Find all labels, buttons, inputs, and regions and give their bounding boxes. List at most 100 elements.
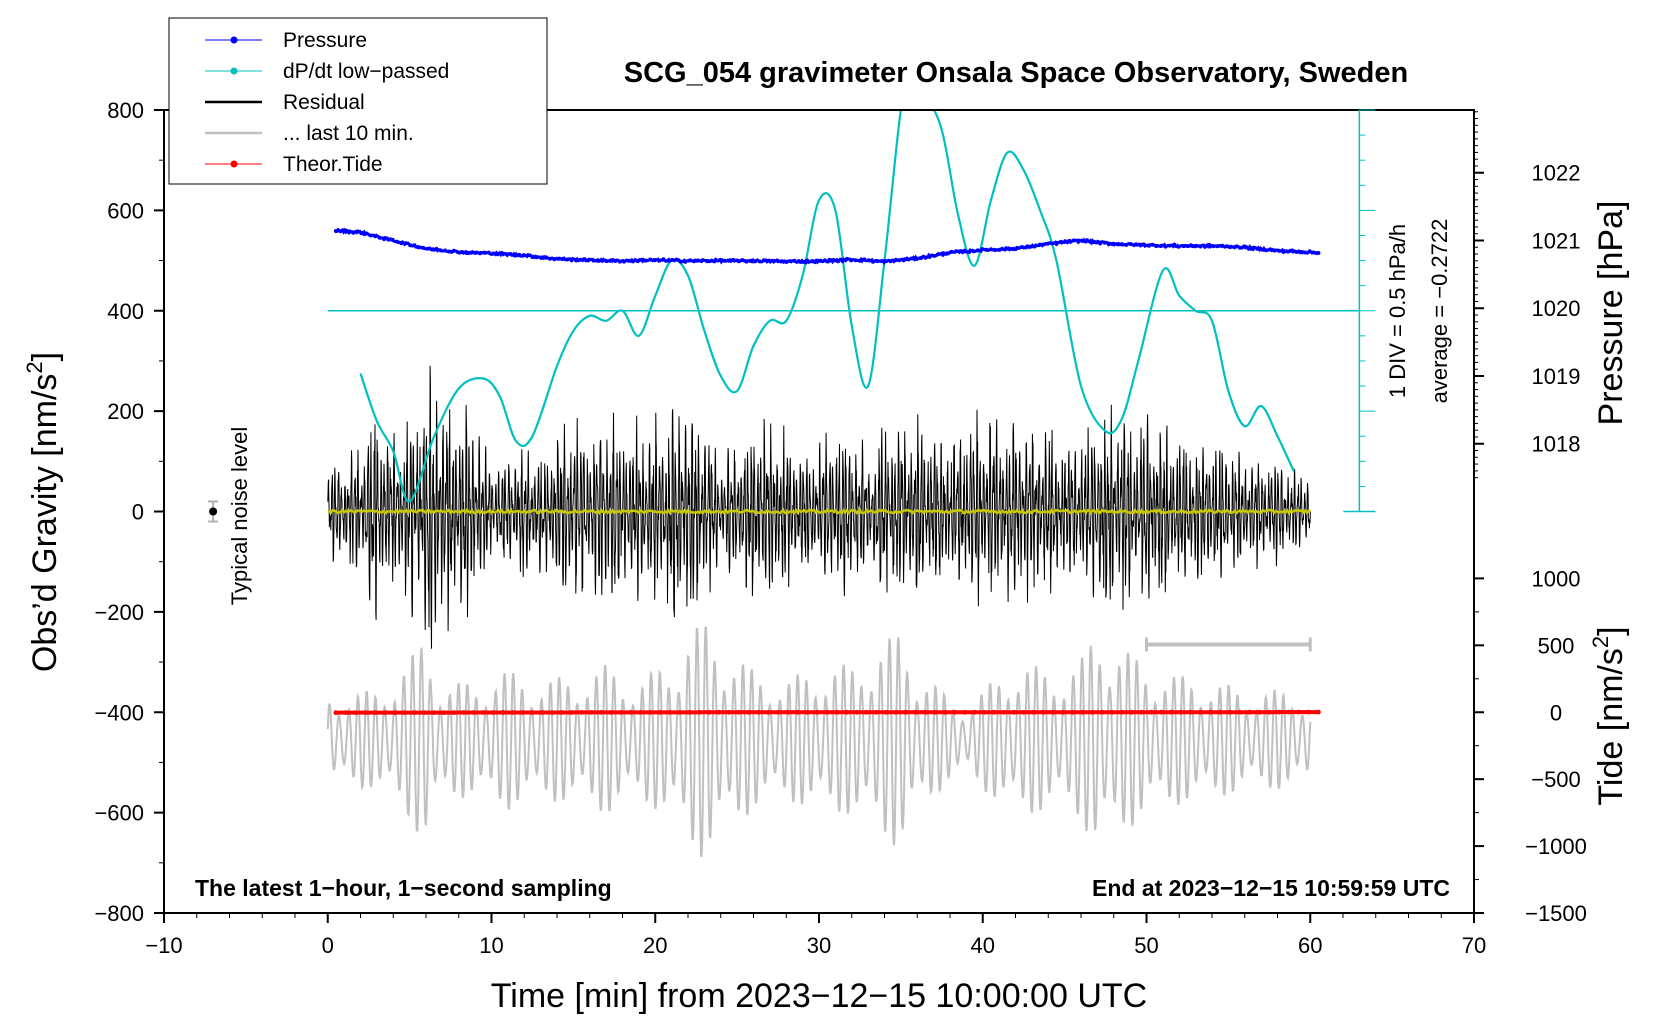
plot-marks [326, 110, 1360, 858]
pressure-point [871, 259, 875, 264]
legend-label: Theor.Tide [283, 153, 383, 176]
pressure-point [1198, 244, 1203, 249]
theor-tide-point [549, 710, 555, 715]
x-tick-label: 60 [1298, 933, 1322, 958]
theor-tide-point [1227, 709, 1233, 715]
pressure-point [853, 258, 858, 263]
gravity-tick-label: 800 [107, 98, 144, 123]
pressure-point [1010, 247, 1015, 252]
pressure-point [1294, 250, 1299, 254]
pressure-point [967, 250, 972, 254]
theor-tide-point [412, 710, 417, 715]
pressure-point [1111, 241, 1116, 246]
pressure-point [1146, 243, 1151, 248]
pressure-point [936, 252, 941, 257]
pressure-point [517, 252, 522, 257]
theor-tide-point [991, 709, 997, 715]
theor-tide-point [333, 710, 339, 716]
pressure-point [425, 246, 430, 251]
theor-tide-point [677, 710, 683, 715]
theor-tide-point [1208, 709, 1213, 715]
theor-tide-point [913, 709, 918, 715]
pressure-point [1237, 245, 1242, 250]
legend-label: dP/dt low−passed [283, 60, 449, 83]
x-axis-title: Time [min] from 2023−12−15 10:00:00 UTC [491, 977, 1147, 1015]
pressure-point [792, 258, 797, 263]
theor-tide-point [785, 709, 791, 715]
theor-tide-point [1099, 709, 1105, 715]
pressure-point [508, 252, 513, 256]
theor-tide-point [1178, 709, 1184, 715]
pressure-point [644, 258, 648, 263]
pressure-point [355, 229, 360, 234]
pressure-point [578, 257, 583, 262]
theor-tide-point [1217, 709, 1223, 715]
pressure-axis-ticks: 1022 1021 1020 1019 1018 [1474, 111, 1581, 479]
pressure-point [670, 257, 675, 262]
legend-label: ... last 10 min. [283, 122, 414, 145]
pressure-point [1268, 247, 1273, 252]
pressure-point [692, 259, 696, 264]
pressure-point [390, 237, 395, 242]
residual-line [327, 365, 1311, 649]
pressure-point [919, 256, 924, 260]
gravity-axis-title-close: ] [26, 352, 64, 361]
theor-tide-point [392, 710, 398, 715]
pressure-point [1023, 245, 1028, 250]
pressure-point [399, 241, 404, 246]
pressure-point [757, 259, 762, 264]
gravity-axis-title-main: Obs’d Gravity [nm/s [26, 374, 64, 673]
theor-tide-point [1021, 709, 1027, 715]
theor-tide-point [697, 709, 702, 715]
theor-tide-point [746, 709, 751, 715]
pressure-point [1154, 243, 1159, 248]
theor-tide-point [598, 710, 604, 715]
pressure-point [971, 249, 976, 254]
pressure-point [1242, 244, 1247, 249]
noise-marker [208, 500, 219, 523]
gravity-axis-title: Obs’d Gravity [nm/s2] [22, 352, 64, 672]
theor-tide-point [883, 709, 889, 715]
pressure-point [731, 257, 736, 262]
theor-tide-point [1031, 709, 1036, 715]
theor-tide-point [510, 710, 516, 715]
pressure-point [521, 253, 526, 258]
pressure-point [783, 259, 788, 264]
legend-swatch-dot [230, 160, 238, 168]
tide-tick-label: −1000 [1525, 834, 1587, 859]
pressure-point [1272, 248, 1277, 253]
pressure-point [617, 259, 622, 264]
pressure-tick-label: 1022 [1532, 161, 1581, 186]
theor-tide-point [854, 709, 860, 715]
dpdt-scale-bar [1145, 109, 1376, 652]
pressure-point [709, 258, 714, 263]
gravity-axis-title-sup: 2 [22, 361, 47, 373]
pressure-point [683, 259, 688, 264]
pressure-point [613, 259, 618, 263]
pressure-point [722, 258, 727, 263]
pressure-point [862, 257, 867, 262]
dpdt-scale-label: 1 DIV = 0.5 hPa/h [1385, 224, 1410, 398]
pressure-point [1246, 246, 1251, 251]
pressure-point [1176, 244, 1181, 249]
pressure-point [587, 257, 592, 262]
pressure-tick-label: 1020 [1532, 296, 1581, 321]
pressure-point [888, 259, 893, 264]
pressure-point [1159, 243, 1164, 248]
pressure-point [1316, 251, 1321, 255]
pressure-point [574, 258, 579, 263]
pressure-point [1259, 247, 1264, 252]
theor-tide-point [422, 710, 427, 715]
pressure-point [368, 233, 373, 238]
theor-tide-point [1149, 709, 1154, 715]
pressure-point [892, 258, 897, 263]
pressure-point [705, 259, 710, 264]
pressure-point [504, 252, 509, 257]
theor-tide-point [402, 710, 408, 715]
pressure-point [809, 259, 814, 264]
theor-tide-point [716, 709, 722, 715]
pressure-point [1285, 249, 1290, 254]
theor-tide-point [1247, 709, 1253, 715]
theor-tide-point [667, 710, 673, 715]
mean-residual-line [327, 507, 1311, 516]
